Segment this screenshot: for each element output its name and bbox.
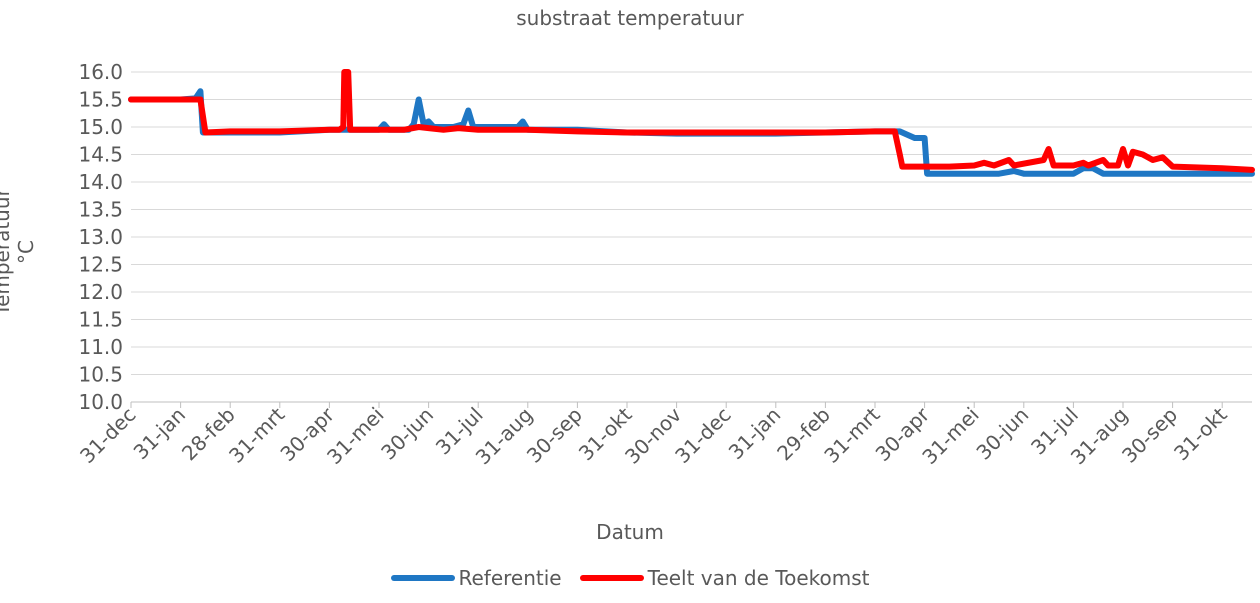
y-axis-label: Temperatuur °C (0, 188, 38, 316)
y-tick-label: 14.5 (78, 143, 123, 167)
x-tick-label: 31-mei (917, 403, 983, 469)
legend-label-referentie: Referentie (458, 566, 562, 590)
y-tick-label: 12.5 (78, 253, 123, 277)
y-tick-label: 11.5 (78, 308, 123, 332)
x-axis-label: Datum (596, 520, 664, 544)
y-tick-label: 13.5 (78, 198, 123, 222)
data-series (128, 69, 1255, 177)
legend-label-teelt: Teelt van de Toekomst (647, 566, 870, 590)
legend-swatch-referentie (390, 575, 455, 581)
chart-title: substraat temperatuur (516, 6, 744, 30)
y-tick-label: 13.0 (78, 225, 123, 249)
x-tick-label: 31-mei (322, 403, 388, 469)
x-tick-label: 30-sep (522, 403, 587, 468)
y-axis-ticks: 10.0 10.5 11.0 11.5 12.0 12.5 13.0 13.5 14.0 14.5… (78, 60, 123, 414)
y-tick-label: 14.0 (78, 170, 123, 194)
x-axis: 31-dec31-jan28-feb31-mrt30-apr31-mei30-j… (75, 401, 1252, 469)
x-tick-label: 31-mrt (224, 402, 289, 467)
y-tick-label: 10.0 (78, 390, 123, 414)
x-tick-label: 31-jan (724, 403, 786, 465)
series-line-teelt-van-de-toekomst (128, 69, 1255, 173)
legend: Referentie Teelt van de Toekomst (0, 566, 1260, 590)
x-tick-label: 31-okt (1169, 402, 1232, 465)
x-tick-label: 31-jan (129, 403, 191, 465)
x-tick-label: 30-jun (971, 403, 1033, 465)
legend-item-teelt: Teelt van de Toekomst (579, 566, 870, 590)
x-tick-label: 30-nov (620, 402, 686, 468)
y-tick-label: 16.0 (78, 60, 123, 84)
gridlines (131, 71, 1252, 403)
legend-item-referentie: Referentie (390, 566, 562, 590)
y-tick-label: 11.0 (78, 335, 123, 359)
x-tick-label: 31-dec (670, 403, 736, 469)
y-tick-label: 15.5 (78, 88, 123, 112)
y-tick-label: 15.0 (78, 115, 123, 139)
line-chart: 10.0 10.5 11.0 11.5 12.0 12.5 13.0 13.5 14.0 14.5… (75, 60, 1255, 469)
x-tick-label: 30-sep (1117, 403, 1182, 468)
y-tick-label: 10.5 (78, 363, 123, 387)
x-tick-label: 31-mrt (819, 402, 884, 467)
x-tick-label: 30-jun (376, 403, 438, 465)
y-tick-label: 12.0 (78, 280, 123, 304)
legend-swatch-teelt (579, 575, 644, 581)
